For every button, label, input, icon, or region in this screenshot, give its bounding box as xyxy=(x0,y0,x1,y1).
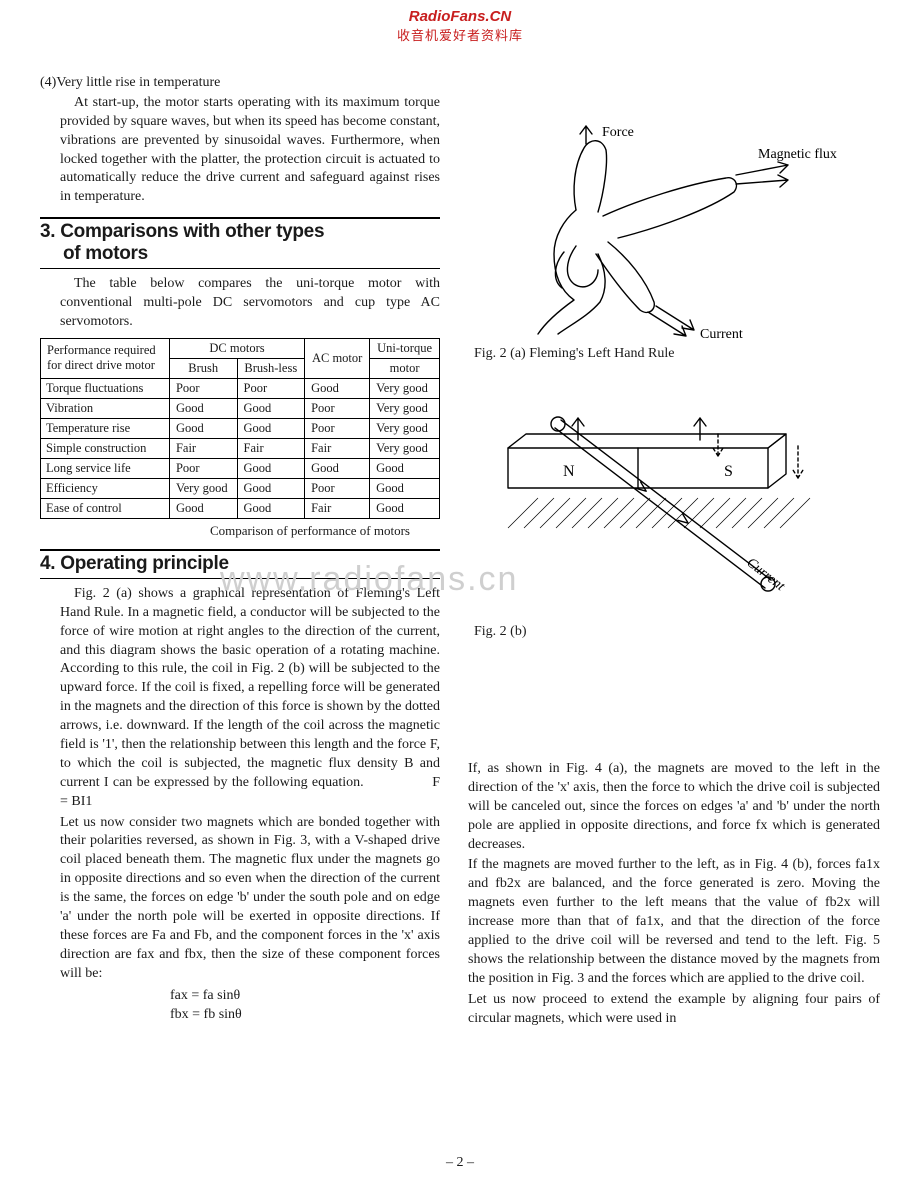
table-brushless-header: Brush-less xyxy=(237,358,305,378)
table-cell: Poor xyxy=(305,418,370,438)
table-cell: Fair xyxy=(305,498,370,518)
svg-text:Force: Force xyxy=(602,125,634,140)
list-item-4-label: (4)Very little rise in temperature xyxy=(40,74,440,93)
svg-text:N: N xyxy=(563,463,575,480)
table-row: EfficiencyVery goodGoodPoorGood xyxy=(41,478,440,498)
table-cell: Good xyxy=(237,478,305,498)
page-content: (4)Very little rise in temperature At st… xyxy=(40,74,880,1030)
section-4-p2: Let us now consider two magnets which ar… xyxy=(60,814,440,984)
table-cell: Temperature rise xyxy=(41,418,170,438)
table-cell: Very good xyxy=(370,438,440,458)
table-cell: Poor xyxy=(169,458,237,478)
table-row: Simple constructionFairFairFairVery good xyxy=(41,438,440,458)
table-brush-header: Brush xyxy=(169,358,237,378)
table-cell: Good xyxy=(370,458,440,478)
table-cell: Good xyxy=(305,458,370,478)
table-cell: Efficiency xyxy=(41,478,170,498)
page-number: – 2 – xyxy=(0,1155,920,1171)
table-cell: Good xyxy=(305,378,370,398)
table-cell: Poor xyxy=(305,478,370,498)
section-4-num: 4. xyxy=(40,553,55,574)
table-cell: Good xyxy=(169,418,237,438)
table-cell: Ease of control xyxy=(41,498,170,518)
table-cell: Vibration xyxy=(41,398,170,418)
table-cell: Fair xyxy=(305,438,370,458)
section-3-title-l2: of motors xyxy=(40,243,440,265)
eq-fax: fax = fa sinθ xyxy=(170,986,440,1006)
table-cell: Fair xyxy=(237,438,305,458)
table-cell: Long service life xyxy=(41,458,170,478)
table-cell: Fair xyxy=(169,438,237,458)
table-cell: Very good xyxy=(169,478,237,498)
table-cell: Good xyxy=(169,398,237,418)
left-column: (4)Very little rise in temperature At st… xyxy=(40,74,440,1030)
table-uni-header-l1: Uni-torque xyxy=(370,338,440,358)
table-cell: Torque fluctuations xyxy=(41,378,170,398)
table-cell: Simple construction xyxy=(41,438,170,458)
table-row: VibrationGoodGoodPoorVery good xyxy=(41,398,440,418)
section-3-heading: 3. Comparisons with other types of motor… xyxy=(40,217,440,269)
table-ac-header: AC motor xyxy=(305,338,370,378)
section-4-title: Operating principle xyxy=(60,553,229,574)
right-column: Force Magnetic flux Current Fig. 2 (a) Fle… xyxy=(468,74,880,1030)
table-rowheader: Performance required for direct drive mo… xyxy=(41,338,170,378)
table-cell: Good xyxy=(169,498,237,518)
section-3-intro: The table below compares the uni-torque … xyxy=(60,275,440,332)
table-cell: Good xyxy=(237,498,305,518)
section-4-eqs: fax = fa sinθ fbx = fb sinθ xyxy=(60,986,440,1025)
coil-magnet-diagram: N S Current xyxy=(468,388,848,618)
table-cell: Very good xyxy=(370,378,440,398)
table-row: Ease of controlGoodGoodFairGood xyxy=(41,498,440,518)
watermark-tagline: 收音机爱好者资料库 xyxy=(0,25,920,44)
table-cell: Very good xyxy=(370,398,440,418)
table-row: Torque fluctuationsPoorPoorGoodVery good xyxy=(41,378,440,398)
fleming-hand-diagram: Force Magnetic flux Current xyxy=(468,120,848,340)
table-row: Long service lifePoorGoodGoodGood xyxy=(41,458,440,478)
figure-2a: Force Magnetic flux Current xyxy=(468,120,880,340)
section-4-p1: Fig. 2 (a) shows a graphical representat… xyxy=(60,585,440,812)
figure-2b: N S Current xyxy=(468,388,880,618)
table-cell: Poor xyxy=(237,378,305,398)
table-cell: Very good xyxy=(370,418,440,438)
right-p2: If the magnets are moved further to the … xyxy=(468,856,880,988)
table-row: Temperature riseGoodGoodPoorVery good xyxy=(41,418,440,438)
watermark-top: RadioFans.CN 收音机爱好者资料库 xyxy=(0,8,920,44)
list-item-4-body: At start-up, the motor starts operating … xyxy=(60,94,440,207)
table-cell: Poor xyxy=(305,398,370,418)
table-dc-header: DC motors xyxy=(169,338,304,358)
table-cell: Good xyxy=(370,498,440,518)
table-caption: Comparison of performance of motors xyxy=(40,523,440,539)
svg-text:Current: Current xyxy=(744,555,789,594)
table-cell: Poor xyxy=(169,378,237,398)
section-3-num: 3. xyxy=(40,221,55,242)
right-p1: If, as shown in Fig. 4 (a), the magnets … xyxy=(468,760,880,854)
table-cell: Good xyxy=(237,458,305,478)
svg-text:Current: Current xyxy=(700,327,743,340)
svg-text:S: S xyxy=(724,463,733,480)
watermark-site: RadioFans.CN xyxy=(0,8,920,25)
table-cell: Good xyxy=(370,478,440,498)
right-p3: Let us now proceed to extend the example… xyxy=(468,991,880,1029)
section-3-title-l1: Comparisons with other types xyxy=(60,221,324,242)
table-uni-header-l2: motor xyxy=(370,358,440,378)
table-cell: Good xyxy=(237,398,305,418)
eq-fbx: fbx = fb sinθ xyxy=(170,1005,440,1025)
performance-table: Performance required for direct drive mo… xyxy=(40,338,440,519)
figure-2b-caption: Fig. 2 (b) xyxy=(474,624,880,640)
section-4-heading: 4. Operating principle xyxy=(40,549,440,579)
figure-2a-caption: Fig. 2 (a) Fleming's Left Hand Rule xyxy=(474,346,880,362)
svg-text:Magnetic flux: Magnetic flux xyxy=(758,147,837,162)
table-cell: Good xyxy=(237,418,305,438)
